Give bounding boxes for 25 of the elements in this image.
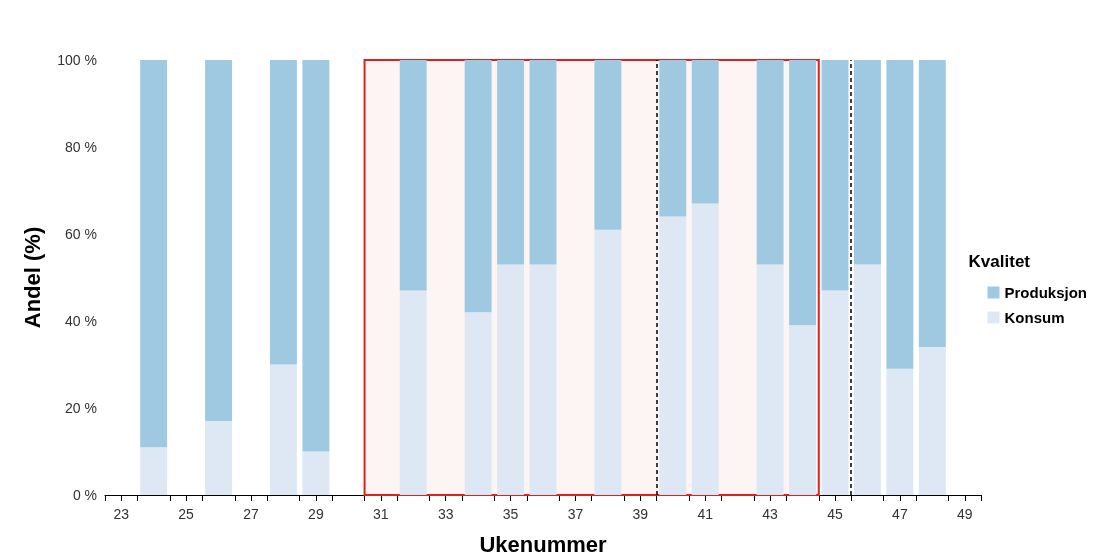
legend-label: Produksjon <box>1004 284 1088 301</box>
x-tick-label: 45 <box>827 506 843 522</box>
x-tick-label: 39 <box>632 506 649 522</box>
x-tick-label: 23 <box>113 506 130 522</box>
x-tick-label: 47 <box>892 506 908 522</box>
x-axis-title: Ukenummer <box>479 531 608 557</box>
x-tick-label: 31 <box>372 506 389 522</box>
y-axis-title: Andel (%) <box>19 226 45 329</box>
x-tick-label: 29 <box>308 506 324 522</box>
y-tick-label: 60 % <box>65 226 97 242</box>
y-tick-label: 100 % <box>57 52 97 68</box>
y-tick-label: 80 % <box>65 139 97 155</box>
x-tick-label: 27 <box>243 506 259 522</box>
legend-label: Konsum <box>1004 309 1065 326</box>
legend-title: Kvalitet <box>968 252 1031 271</box>
x-tick-label: 33 <box>437 506 454 522</box>
x-tick-label: 37 <box>567 506 584 522</box>
y-tick-label: 20 % <box>65 400 97 416</box>
x-tick-label: 25 <box>178 506 195 522</box>
x-tick-label: 43 <box>762 506 779 522</box>
y-tick-label: 0 % <box>72 487 97 503</box>
x-tick-label: 35 <box>502 506 519 522</box>
y-tick-label: 40 % <box>65 313 97 329</box>
x-tick-label: 49 <box>956 506 973 522</box>
x-tick-label: 41 <box>697 506 714 522</box>
